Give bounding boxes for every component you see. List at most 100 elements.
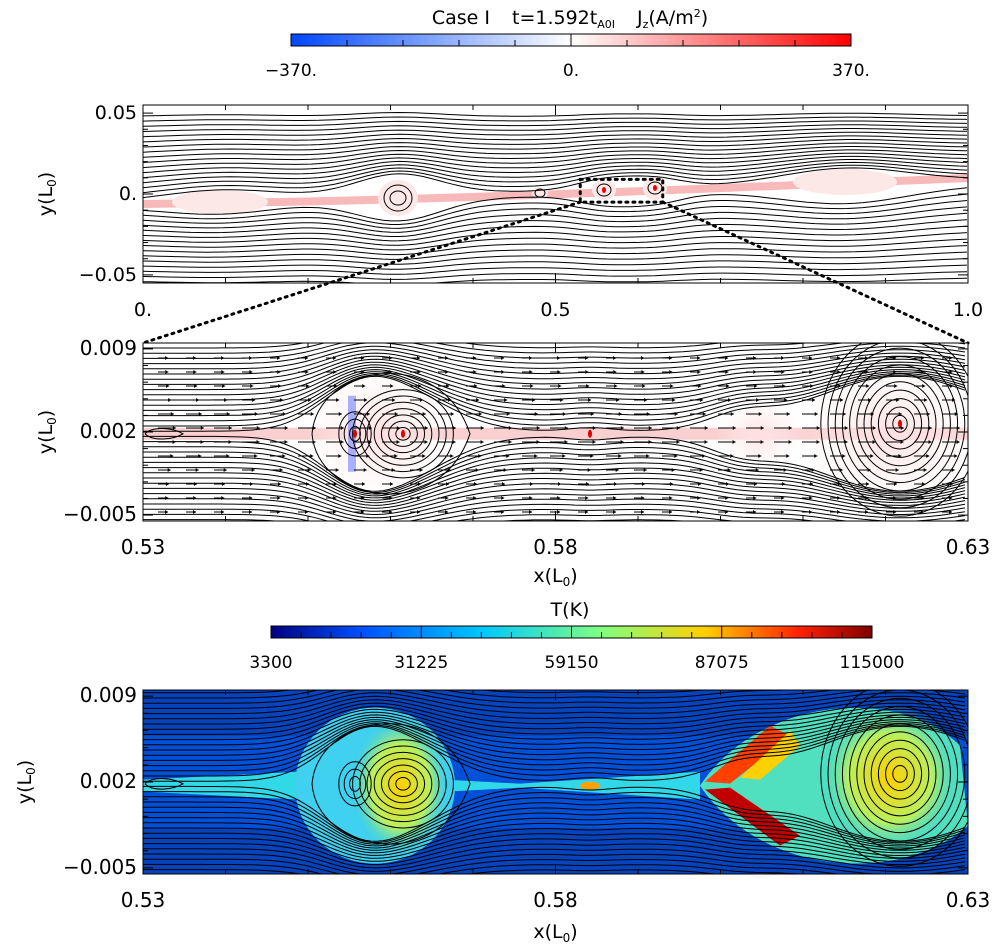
velocity-arrowhead bbox=[812, 398, 816, 402]
velocity-arrowhead bbox=[447, 468, 451, 472]
hot-edge-yellow bbox=[740, 730, 800, 780]
velocity-arrowhead bbox=[221, 510, 225, 514]
velocity-arrowhead bbox=[224, 398, 228, 402]
velocity-arrowhead bbox=[221, 496, 225, 500]
velocity-arrowhead bbox=[672, 398, 676, 402]
velocity-arrowhead bbox=[193, 496, 197, 500]
field-line bbox=[143, 690, 966, 709]
velocity-arrowhead bbox=[310, 454, 314, 458]
field-line bbox=[143, 690, 709, 694]
velocity-arrowhead bbox=[728, 398, 732, 402]
velocity-arrowhead bbox=[592, 440, 596, 444]
velocity-arrowhead bbox=[364, 398, 368, 402]
colorbar-tick-label: 3300 bbox=[249, 653, 292, 673]
velocity-arrowhead bbox=[893, 370, 897, 374]
velocity-arrowhead bbox=[529, 482, 533, 486]
separatrix bbox=[311, 723, 471, 845]
title-var: J bbox=[636, 7, 643, 29]
velocity-arrowhead bbox=[254, 412, 258, 416]
velocity-arrowhead bbox=[669, 370, 673, 374]
field-line bbox=[143, 251, 968, 265]
velocity-arrowhead bbox=[198, 454, 202, 458]
colorbar-tick-label: 87075 bbox=[695, 653, 749, 673]
field-line bbox=[143, 361, 966, 396]
field-line bbox=[143, 441, 966, 494]
velocity-arrowhead bbox=[585, 496, 589, 500]
velocity-arrowhead bbox=[226, 412, 230, 416]
y-tick-label: 0.009 bbox=[80, 336, 137, 360]
island-contour bbox=[892, 414, 908, 433]
field-line bbox=[143, 245, 968, 260]
velocity-arrowhead bbox=[195, 468, 199, 472]
island-core bbox=[401, 429, 405, 438]
velocity-arrowhead bbox=[335, 468, 339, 472]
velocity-arrowhead bbox=[613, 510, 617, 514]
field-line bbox=[143, 225, 968, 246]
velocity-arrowhead bbox=[473, 370, 477, 374]
velocity-arrowhead bbox=[698, 384, 702, 388]
velocity-arrowhead bbox=[865, 496, 869, 500]
velocity-arrowhead bbox=[592, 426, 596, 430]
velocity-arrowhead bbox=[697, 496, 701, 500]
velocity-arrowhead bbox=[249, 356, 253, 360]
field-line bbox=[143, 705, 966, 735]
velocity-arrowhead bbox=[249, 496, 253, 500]
x-tick-label: 0. bbox=[134, 299, 152, 321]
velocity-arrowhead bbox=[222, 384, 226, 388]
velocity-arrowhead bbox=[221, 370, 225, 374]
velocity-arrowhead bbox=[422, 454, 426, 458]
velocity-arrowhead bbox=[452, 426, 456, 430]
field-line bbox=[143, 446, 966, 495]
x-tick-label: 0.58 bbox=[533, 535, 578, 559]
velocity-arrowhead bbox=[781, 482, 785, 486]
field-line bbox=[143, 139, 968, 153]
field-line bbox=[143, 258, 968, 270]
velocity-arrowhead bbox=[839, 468, 843, 472]
velocity-arrowhead bbox=[536, 426, 540, 430]
velocity-arrowhead bbox=[725, 482, 729, 486]
field-line bbox=[143, 493, 966, 519]
field-line bbox=[143, 719, 966, 761]
y-tick-label: 0. bbox=[119, 183, 137, 205]
velocity-arrowhead bbox=[562, 454, 566, 458]
velocity-arrowhead bbox=[445, 370, 449, 374]
x-tick-label: 0.63 bbox=[946, 888, 991, 912]
velocity-arrowhead bbox=[781, 496, 785, 500]
field-line bbox=[143, 827, 966, 859]
island-contour bbox=[349, 775, 361, 792]
field-line bbox=[143, 374, 966, 427]
island-contour bbox=[352, 739, 454, 829]
velocity-arrowhead bbox=[865, 370, 869, 374]
velocity-arrowhead bbox=[921, 356, 925, 360]
velocity-arrowhead bbox=[949, 356, 953, 360]
x-axis-title: x(L0) bbox=[533, 565, 577, 589]
field-line bbox=[143, 345, 966, 370]
velocity-arrowhead bbox=[641, 510, 645, 514]
velocity-arrowhead bbox=[194, 384, 198, 388]
velocity-arrowhead bbox=[613, 482, 617, 486]
y-axis-title: y(L0) bbox=[35, 172, 59, 216]
velocity-arrowhead bbox=[699, 468, 703, 472]
velocity-arrowhead bbox=[333, 356, 337, 360]
velocity-arrowhead bbox=[783, 468, 787, 472]
velocity-arrowhead bbox=[445, 510, 449, 514]
velocity-arrowhead bbox=[921, 510, 925, 514]
velocity-arrowhead bbox=[333, 482, 337, 486]
velocity-arrowhead bbox=[284, 440, 288, 444]
velocity-arrowhead bbox=[952, 398, 956, 402]
field-line bbox=[143, 167, 968, 199]
velocity-arrowhead bbox=[704, 440, 708, 444]
island-contour bbox=[863, 731, 937, 817]
y-tick-label: 0.009 bbox=[80, 683, 137, 707]
title-time: t=1.592t bbox=[512, 7, 597, 29]
field-line bbox=[143, 343, 811, 354]
field-line bbox=[143, 801, 966, 847]
velocity-arrowhead bbox=[671, 468, 675, 472]
field-line bbox=[143, 349, 966, 375]
velocity-arrowhead bbox=[870, 454, 874, 458]
colorbar-tick-label: 59150 bbox=[544, 653, 598, 673]
field-line bbox=[143, 848, 966, 872]
field-line bbox=[143, 369, 966, 411]
island-contour bbox=[596, 183, 612, 197]
velocity-arrowhead bbox=[389, 370, 393, 374]
